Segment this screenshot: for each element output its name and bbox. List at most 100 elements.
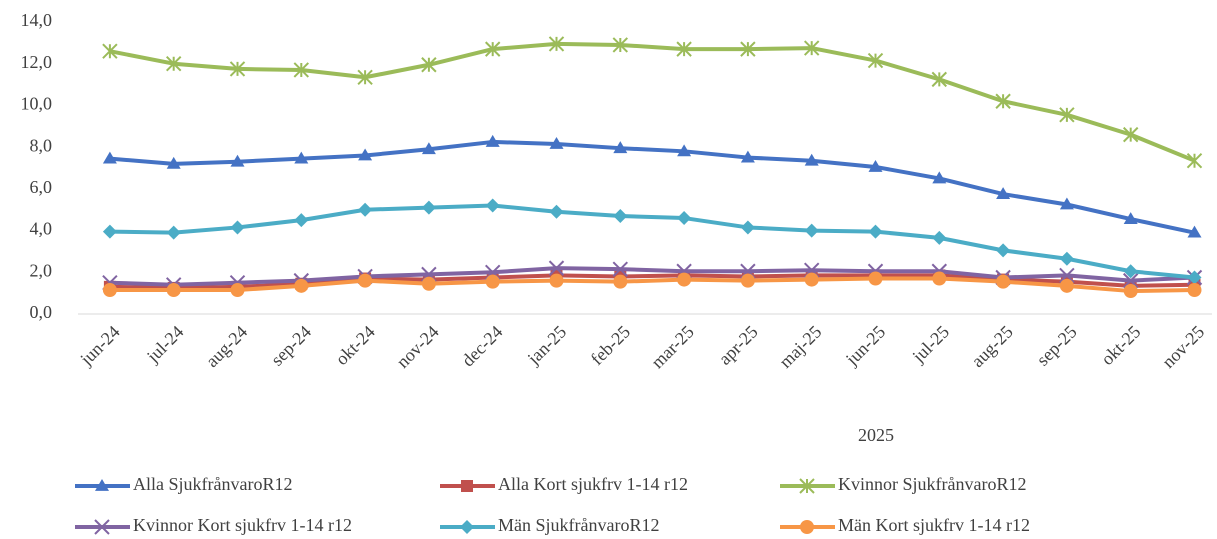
marker	[932, 230, 947, 245]
x-tick-label: feb-25	[587, 322, 634, 369]
marker	[294, 151, 309, 164]
marker	[95, 479, 109, 491]
marker	[230, 154, 245, 167]
marker	[804, 223, 819, 238]
marker	[485, 134, 500, 147]
x-tick-label: okt-24	[331, 322, 378, 369]
marker	[868, 224, 883, 239]
marker	[867, 52, 884, 69]
x-tick-label: dec-24	[458, 322, 507, 371]
marker	[740, 41, 756, 57]
legend-label: Alla SjukfrånvaroR12	[133, 474, 292, 494]
marker	[549, 137, 564, 149]
marker	[804, 153, 819, 166]
marker	[166, 225, 181, 240]
x-tick-label: jul-24	[142, 322, 187, 367]
marker	[1186, 152, 1203, 169]
x-tick-label: sep-24	[267, 322, 315, 370]
marker	[358, 148, 373, 161]
x-tick-label: okt-25	[1097, 322, 1144, 369]
marker	[804, 272, 819, 287]
marker	[421, 200, 436, 215]
marker	[549, 273, 564, 288]
marker	[677, 272, 692, 287]
marker	[1059, 278, 1074, 293]
marker	[421, 276, 436, 291]
marker	[676, 41, 692, 57]
marker	[230, 220, 245, 235]
x-tick-label: nov-25	[1158, 322, 1208, 372]
marker	[166, 283, 181, 298]
marker	[740, 220, 755, 235]
x-tick-label: aug-24	[202, 322, 251, 371]
marker	[484, 41, 501, 57]
marker	[102, 283, 117, 298]
marker	[102, 224, 117, 239]
marker	[166, 156, 181, 169]
marker	[931, 71, 948, 88]
marker	[294, 213, 309, 228]
y-tick-label: 8,0	[30, 135, 53, 155]
marker	[460, 520, 474, 534]
marker	[165, 56, 182, 72]
y-tick-label: 2,0	[30, 260, 53, 280]
legend-label: Män Kort sjukfrv 1-14 r12	[838, 515, 1030, 535]
marker	[358, 202, 373, 217]
marker	[868, 159, 883, 172]
marker	[485, 274, 500, 289]
marker	[803, 40, 820, 56]
marker	[548, 260, 565, 276]
x-tick-label: aug-25	[967, 322, 1016, 371]
y-tick-label: 6,0	[30, 177, 53, 197]
marker	[868, 271, 883, 286]
x-tick-label: jun-25	[841, 322, 889, 370]
x-tick-label: sep-25	[1033, 322, 1081, 370]
series-line	[109, 266, 1195, 287]
marker	[229, 61, 246, 77]
marker	[1123, 264, 1138, 279]
x-tick-label: apr-25	[715, 322, 762, 369]
marker	[800, 520, 814, 534]
marker	[102, 151, 117, 164]
marker	[996, 187, 1011, 199]
legend-item: Män SjukfrånvaroR12	[440, 515, 659, 535]
marker	[613, 274, 628, 289]
marker	[612, 261, 629, 277]
marker	[1059, 251, 1074, 266]
y-tick-label: 0,0	[30, 302, 53, 322]
x-tick-label: jul-25	[908, 322, 953, 367]
marker	[677, 211, 692, 226]
legend-item: Kvinnor Kort sjukfrv 1-14 r12	[75, 515, 352, 535]
marker	[549, 204, 564, 219]
marker	[548, 36, 565, 52]
y-tick-label: 4,0	[30, 219, 53, 239]
marker	[1187, 270, 1202, 285]
legend-item: Alla Kort sjukfrv 1-14 r12	[440, 474, 688, 494]
marker	[932, 271, 947, 286]
marker	[677, 144, 692, 157]
marker	[1123, 284, 1138, 299]
marker	[293, 62, 310, 78]
marker	[996, 274, 1011, 289]
marker	[1122, 272, 1139, 289]
legend-label: Kvinnor Kort sjukfrv 1-14 r12	[133, 515, 352, 535]
marker	[1059, 197, 1074, 210]
marker	[612, 37, 629, 53]
x-tick-label: jan-25	[523, 322, 570, 369]
marker	[740, 273, 755, 288]
x-tick-label: mar-25	[647, 322, 698, 373]
marker	[485, 198, 500, 213]
marker	[102, 43, 118, 59]
marker	[357, 69, 373, 85]
series-line	[109, 139, 1195, 235]
series-line	[109, 276, 1195, 294]
marker	[1187, 283, 1202, 298]
marker	[740, 150, 755, 163]
marker	[799, 478, 815, 494]
y-tick-label: 14,0	[21, 10, 53, 30]
x-axis-label: 2025	[858, 425, 894, 445]
marker	[613, 208, 628, 223]
marker	[1123, 212, 1138, 224]
x-tick-label: jun-24	[76, 322, 124, 370]
